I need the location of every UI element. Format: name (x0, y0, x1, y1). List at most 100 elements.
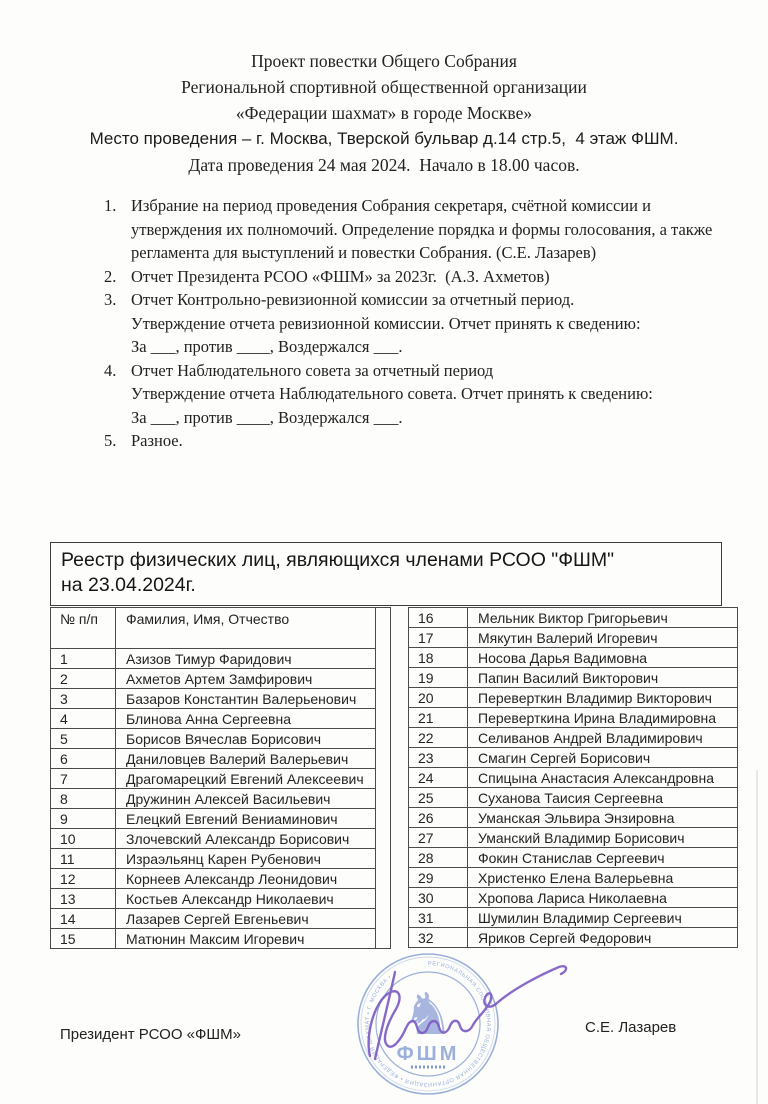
member-number: 4 (50, 708, 116, 729)
registry-title-line1: Реестр физических лиц, являющихся членам… (61, 549, 615, 571)
member-number: 9 (50, 808, 116, 829)
member-name: Мельник Виктор Григорьевич (467, 607, 738, 628)
member-row: 11 Израэльянц Карен Рубенович (50, 848, 391, 869)
member-number: 28 (408, 847, 468, 868)
member-number: 23 (408, 747, 468, 768)
handwritten-signature (367, 965, 568, 1061)
signature-stroke-cross (373, 970, 397, 1061)
agenda-item: 1. Избрание на период проведения Собрания… (104, 194, 728, 265)
member-row: 30 Хропова Лариса Николаевна (408, 887, 738, 908)
strip-cell (375, 768, 391, 789)
member-row: 13 Костьев Александр Николаевич (50, 888, 391, 909)
member-number: 13 (50, 888, 116, 909)
doc-title-line3: «Федерации шахмат» в городе Москве» (235, 103, 533, 123)
strip-cell (375, 908, 391, 929)
member-name: Ахметов Артем Замфирович (115, 668, 376, 689)
member-number: 21 (408, 707, 468, 728)
stamp-inner-ring (375, 971, 481, 1077)
member-number: 7 (50, 768, 116, 789)
strip-cell (375, 748, 391, 769)
member-row: 32 Яриков Сергей Федорович (408, 927, 738, 948)
member-row: 20 Переверткин Владимир Викторович (408, 687, 738, 708)
member-number: 32 (408, 927, 468, 948)
member-number: 12 (50, 868, 116, 889)
organization-stamp: РЕГИОНАЛЬНАЯ СПОРТИВНАЯ ОБЩЕСТВЕННАЯ ОРГ… (357, 953, 499, 1095)
member-name: Матюнин Максим Игоревич (115, 928, 376, 949)
member-name: Уманский Владимир Борисович (467, 827, 738, 848)
member-row: 27 Уманский Владимир Борисович (408, 827, 738, 848)
member-number: 19 (408, 667, 468, 688)
registry-title-box: Реестр физических лиц, являющихся членам… (50, 542, 722, 606)
member-row: 25 Суханова Таисия Сергеевна (408, 787, 738, 808)
agenda-item-number: 4. (104, 360, 117, 380)
strip-cell (375, 828, 391, 849)
member-row: 19 Папин Василий Викторович (408, 667, 738, 688)
member-number: 10 (50, 828, 116, 849)
member-name: Фокин Станислав Сергеевич (467, 847, 738, 868)
member-name: Драгомарецкий Евгений Алексеевич (115, 768, 376, 789)
member-row: 29 Христенко Елена Валерьевна (408, 867, 738, 888)
member-name: Борисов Вячеслав Борисович (115, 728, 376, 749)
column-header-number: № п/п (50, 607, 116, 649)
member-number: 2 (50, 668, 116, 689)
member-name: Базаров Константин Валерьенович (115, 688, 376, 709)
column-header-name: Фамилия, Имя, Отчество (115, 607, 376, 649)
member-number: 3 (50, 688, 116, 709)
agenda-item: 2. Отчет Президента РСОО «ФШМ» за 2023г. … (104, 265, 728, 289)
member-number: 22 (408, 727, 468, 748)
member-name: Спицына Анастасия Александровна (467, 767, 738, 788)
strip-cell (375, 648, 391, 669)
registry-header-row: № п/п Фамилия, Имя, Отчество (50, 607, 391, 649)
member-name: Папин Василий Викторович (467, 667, 738, 688)
member-name: Яриков Сергей Федорович (467, 927, 738, 948)
agenda-item-number: 3. (104, 290, 117, 309)
member-number: 16 (408, 607, 468, 628)
member-name: Азизов Тимур Фаридович (115, 648, 376, 669)
member-row: 21 Переверткина Ирина Владимировна (408, 707, 738, 728)
member-name: Даниловцев Валерий Валерьевич (115, 748, 376, 769)
member-row: 17 Мякутин Валерий Игоревич (408, 627, 738, 648)
member-name: Смагин Сергей Борисович (467, 747, 738, 768)
member-number: 26 (408, 807, 468, 828)
member-name: Селиванов Андрей Владимирович (467, 727, 738, 748)
member-row: 8 Дружинин Алексей Васильевич (50, 788, 391, 809)
member-name: Костьев Александр Николаевич (115, 888, 376, 909)
member-row: 5 Борисов Вячеслав Борисович (50, 728, 391, 749)
agenda-item-number: 1. (104, 196, 117, 215)
strip-cell (375, 928, 391, 949)
member-name: Израэльянц Карен Рубенович (115, 848, 376, 869)
member-name: Суханова Таисия Сергеевна (467, 787, 738, 808)
strip-cell (375, 607, 391, 649)
registry-table-left: № п/п Фамилия, Имя, Отчество 1 Азизов Тимур… (50, 607, 391, 949)
strip-cell (375, 688, 391, 709)
member-name: Переверткина Ирина Владимировна (467, 707, 738, 728)
member-number: 18 (408, 647, 468, 668)
member-row: 2 Ахметов Артем Замфирович (50, 668, 391, 689)
signatory-role-label: Президент РСОО «ФШМ» (60, 1026, 241, 1043)
stamp-outer-ring-inner-line (360, 956, 496, 1092)
agenda-item-number: 5. (104, 431, 117, 450)
agenda-item-text: Избрание на период проведения Собрания с… (131, 196, 717, 262)
member-name: Блинова Анна Сергеевна (115, 708, 376, 729)
member-row: 22 Селиванов Андрей Владимирович (408, 727, 738, 748)
member-number: 20 (408, 687, 468, 708)
member-name: Шумилин Владимир Сергеевич (467, 907, 738, 928)
member-number: 31 (408, 907, 468, 928)
member-number: 15 (50, 928, 116, 949)
signature-stroke-main (367, 965, 568, 1058)
member-row: 15 Матюнин Максим Игоревич (50, 928, 391, 949)
registry-table-right: 16 Мельник Виктор Григорьевич 17 Мякутин Ва… (408, 607, 738, 948)
member-name: Хропова Лариса Николаевна (467, 887, 738, 908)
strip-cell (375, 788, 391, 809)
member-name: Носова Дарья Вадимовна (467, 647, 738, 668)
member-name: Христенко Елена Валерьевна (467, 867, 738, 888)
member-number: 8 (50, 788, 116, 809)
date-line: Дата проведения 24 мая 2024. Начало в 18… (188, 155, 580, 175)
member-name: Лазарев Сергей Евгеньевич (115, 908, 376, 929)
member-number: 1 (50, 648, 116, 669)
member-name: Корнеев Александр Леонидович (115, 868, 376, 889)
agenda-item-text: Отчет Президента РСОО «ФШМ» за 2023г. (А… (131, 266, 550, 286)
strip-cell (375, 868, 391, 889)
member-name: Уманская Эльвира Энзировна (467, 807, 738, 828)
member-row: 1 Азизов Тимур Фаридович (50, 648, 391, 669)
